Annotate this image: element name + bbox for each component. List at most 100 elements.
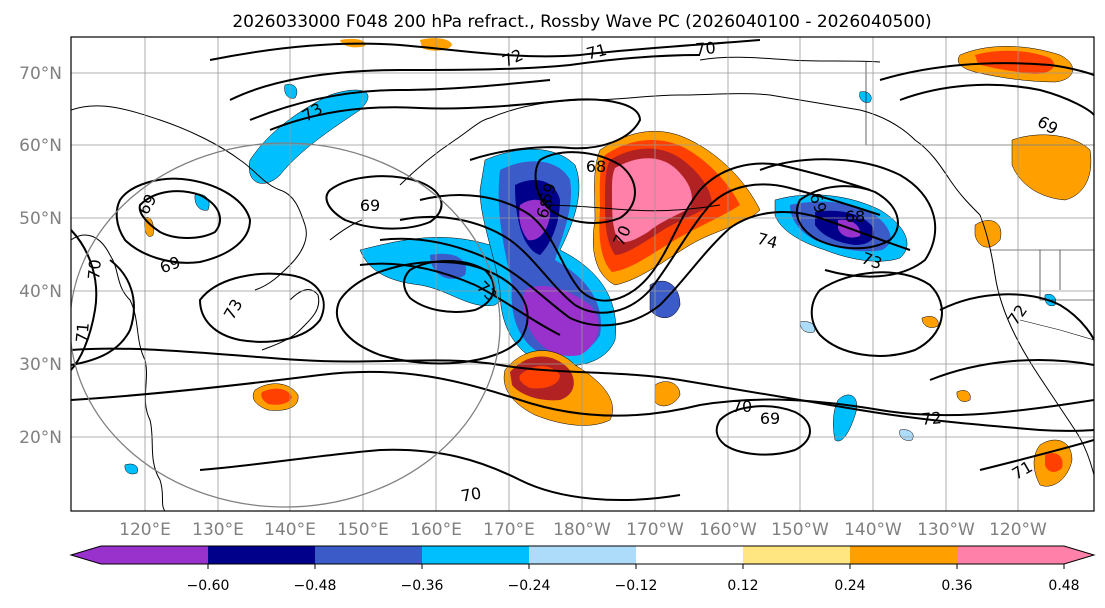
lon-tick-label: 140°W [844, 520, 902, 540]
colorbar-tick-label: −0.36 [401, 578, 444, 594]
anomaly-redorange-west [261, 388, 292, 405]
contour-subtropics-1 [71, 370, 1094, 417]
longitude-labels: 120°E 130°E 140°E 150°E 160°E 170°E 180°W 170°W… [119, 520, 1047, 540]
contour-loop-north-center [325, 175, 443, 230]
map-frame [70, 36, 1095, 512]
contour-east-3 [979, 439, 1094, 471]
colorbar-tick-label: −0.60 [187, 578, 230, 594]
colorbar-swatch [743, 546, 851, 564]
graticule [71, 37, 1094, 511]
latitude-labels: 70°N 60°N 50°N 40°N 30°N 20°N [19, 64, 62, 448]
projection-circle [71, 142, 501, 508]
colorbar-tick-label: 0.48 [1048, 578, 1079, 594]
colorbar-tick-label: 0.36 [941, 578, 972, 594]
anomaly-cyan-small-4 [284, 84, 298, 99]
anomaly-orange-small-3 [956, 390, 971, 402]
contour-loop-japan [198, 272, 325, 343]
anomaly-cyan-small-1 [124, 463, 138, 475]
colorbar-swatch [529, 546, 637, 564]
anomaly-orange-hawaii [654, 381, 681, 407]
colorbar-extend-min [71, 546, 101, 564]
contour-loop-east [810, 271, 943, 357]
contour-jet-2 [399, 183, 881, 314]
lon-tick-label: 130°W [917, 520, 975, 540]
coastline-kurils [329, 219, 363, 241]
colorbar-tick-label: 0.24 [834, 578, 865, 594]
contour-jet-4 [359, 262, 561, 336]
contour-loop-40n-central [403, 260, 495, 313]
coastline-na-west [979, 214, 1094, 476]
contour-label: 69 [760, 409, 780, 428]
colorbar-swatch [422, 546, 530, 564]
contour-north-1 [209, 39, 761, 61]
contour-loop-40n-big [335, 260, 529, 365]
anomaly-redorange-south-edge [1045, 453, 1063, 472]
contour-loop-gulf-alaska [795, 185, 899, 250]
colorbar-swatch [315, 546, 423, 564]
contour-loop-jet-north [534, 151, 636, 224]
contour-loop-south [715, 405, 811, 456]
coastline-japan [261, 289, 320, 351]
lon-tick-label: 150°W [771, 520, 829, 540]
border-us-states-3 [1019, 319, 1094, 341]
anomaly-orange-small-1 [921, 316, 939, 328]
lon-tick-label: 160°E [410, 520, 462, 540]
colorbar-swatch [957, 546, 1064, 564]
colorbar-tick-label: −0.48 [294, 578, 337, 594]
contour-east-big [939, 293, 1094, 341]
contour-north-3 [249, 79, 551, 121]
lat-tick-label: 20°N [19, 428, 62, 448]
contour-north-2 [229, 54, 701, 101]
contour-loop-west-inner [138, 190, 221, 239]
coastline-alaska-south [859, 109, 981, 216]
anomaly-purple-south [523, 285, 599, 356]
colorbar-tick-label: −0.24 [508, 578, 551, 594]
colorbar-outline [69, 545, 1096, 565]
coastline-kamchatka [399, 117, 491, 186]
contour-west-edge [71, 229, 98, 371]
chart-title: 2026033000 F048 200 hPa refract., Rossby… [232, 12, 931, 32]
anomaly-redorange-subtropics [519, 365, 560, 389]
contour-label: 69 [360, 196, 380, 215]
lon-tick-label: 170°W [626, 520, 684, 540]
colorbar-swatch [101, 546, 209, 564]
contour-south-long [71, 347, 1094, 432]
lat-tick-label: 50°N [19, 209, 62, 229]
contour-label: 68 [586, 157, 606, 176]
colorbar-tick-label: 0.12 [727, 578, 758, 594]
contour-subtropics-2 [199, 448, 681, 501]
colorbar-swatch [850, 546, 958, 564]
lon-tick-label: 140°E [264, 520, 316, 540]
lat-tick-label: 40°N [19, 282, 62, 302]
colorbar-extend-max [1064, 546, 1094, 564]
colorbar-swatch [208, 546, 316, 564]
contour-label: 70 [84, 259, 105, 281]
colorbar: −0.60 −0.48 −0.36 −0.24 −0.12 0.12 0.24 0.36 0.4… [69, 545, 1096, 594]
anomaly-cyan-small-3 [899, 429, 914, 441]
contour-label: 72 [921, 408, 943, 429]
contour-west-edge-2 [71, 259, 135, 366]
lon-tick-label: 120°W [989, 520, 1047, 540]
lat-tick-label: 70°N [19, 64, 62, 84]
contour-label: 71 [72, 322, 93, 344]
contour-label: 74 [755, 229, 780, 253]
border-us-states-1 [1039, 250, 1094, 301]
contour-gulf-alaska-outer [759, 158, 937, 278]
coastline-arctic [699, 56, 881, 63]
anomaly-cyan-kamchatka [248, 89, 369, 184]
contour-northeast [899, 83, 1094, 116]
lon-tick-label: 170°E [483, 520, 535, 540]
anomaly-orange-bc-coast [974, 220, 1002, 248]
contour-jet-3 [379, 211, 911, 327]
contour-loop-west [115, 177, 252, 264]
lon-tick-label: 130°E [192, 520, 244, 540]
anomaly-cyan-small-7 [799, 321, 816, 333]
colorbar-tick-label: −0.12 [615, 578, 658, 594]
contour-label: 70 [459, 483, 482, 505]
colorbar-swatch [636, 546, 744, 564]
contour-northeast-2 [879, 62, 1094, 81]
lon-tick-label: 180°W [553, 520, 611, 540]
contour-label: 71 [584, 40, 609, 64]
